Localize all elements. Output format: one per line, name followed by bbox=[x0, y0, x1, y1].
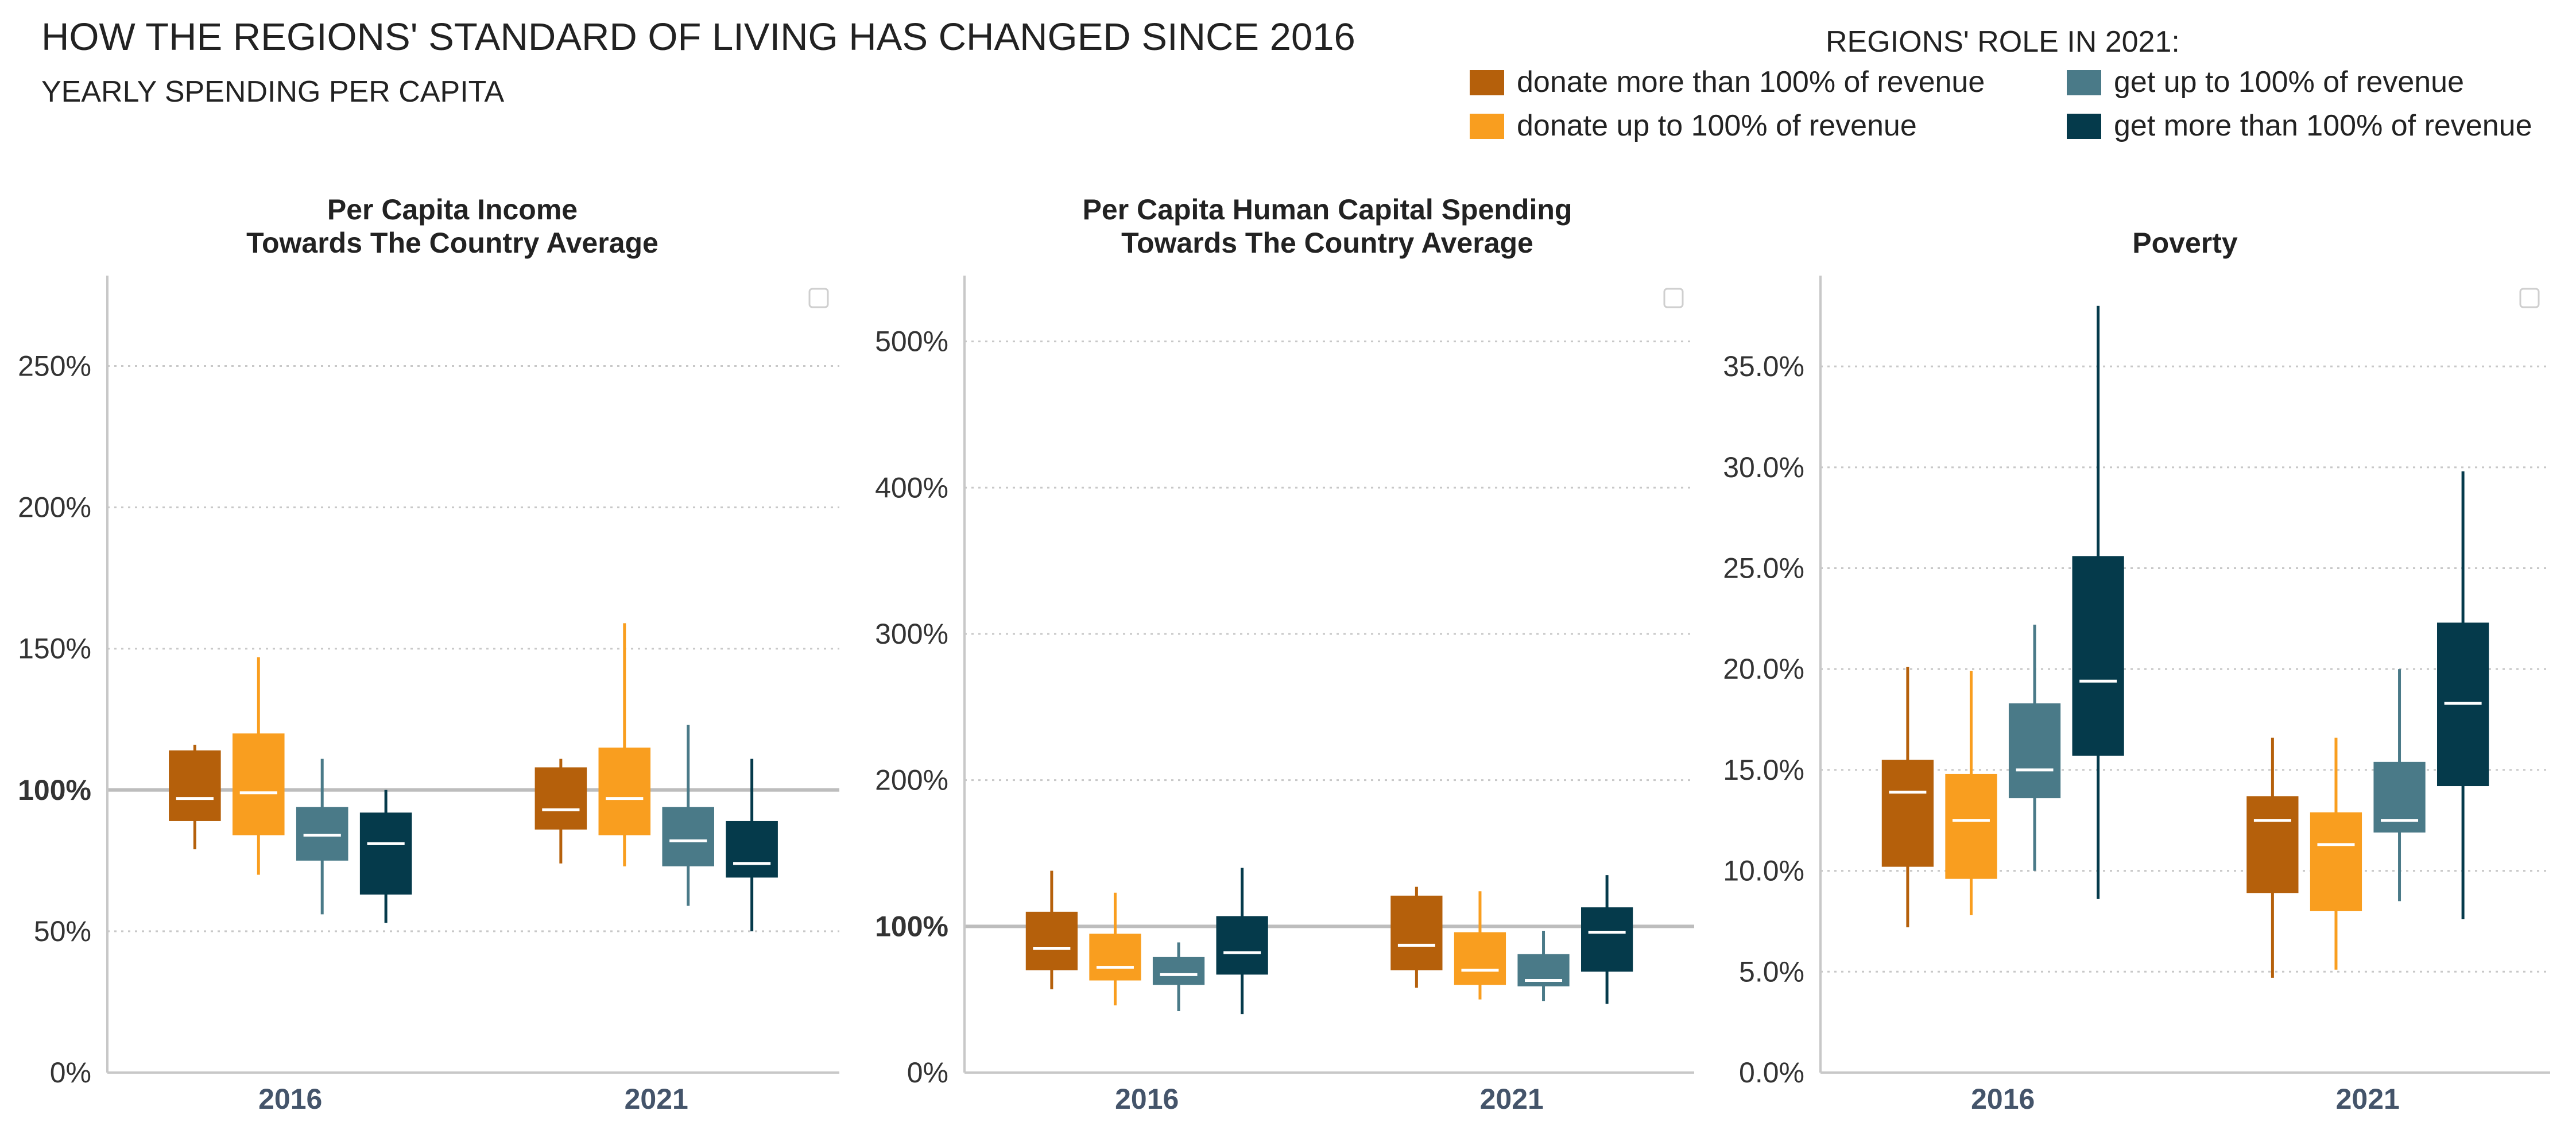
box-body bbox=[1089, 934, 1141, 981]
box-plot-mark bbox=[296, 759, 348, 915]
x-tick-label: 2016 bbox=[1115, 1083, 1179, 1115]
legend: donate more than 100% of revenue donate u… bbox=[1470, 65, 2532, 142]
panel-title: Towards The Country Average bbox=[246, 227, 658, 259]
box-body bbox=[359, 812, 412, 895]
y-tick-label: 10.0% bbox=[1723, 855, 1804, 887]
box-body bbox=[1454, 932, 1506, 985]
box-plot-mark bbox=[2310, 737, 2362, 970]
y-tick-label: 30.0% bbox=[1723, 451, 1804, 483]
x-tick-label: 2016 bbox=[258, 1083, 322, 1115]
box-plot-mark bbox=[598, 623, 651, 866]
x-tick-label: 2021 bbox=[2336, 1083, 2400, 1115]
box-plot-mark bbox=[1945, 671, 1997, 915]
y-tick-label: 35.0% bbox=[1723, 350, 1804, 382]
legend-swatch bbox=[2067, 70, 2101, 95]
y-tick-label: 500% bbox=[875, 326, 948, 358]
box-body bbox=[726, 821, 778, 878]
box-plot-mark bbox=[2373, 669, 2426, 901]
y-tick-label: 100% bbox=[875, 910, 948, 942]
y-tick-label: 200% bbox=[18, 492, 91, 524]
box-plot-mark bbox=[2246, 737, 2299, 978]
box-plot-mark bbox=[1390, 887, 1443, 988]
box-body bbox=[1216, 916, 1268, 975]
box-plot-mark bbox=[2436, 471, 2489, 919]
box-plot-mark bbox=[1517, 930, 1570, 1001]
legend-label: get up to 100% of revenue bbox=[2114, 65, 2464, 99]
box-plot-mark bbox=[1454, 891, 1506, 1000]
chart-panel: Poverty 0.0% 5.0% 10.0% 15.0% 20.0% 25.0% 30.0%… bbox=[1723, 227, 2550, 1115]
box-body bbox=[2373, 761, 2426, 833]
box-body bbox=[1152, 957, 1205, 985]
panel-title: Towards The Country Average bbox=[1121, 227, 1533, 259]
box-plot-mark bbox=[169, 745, 221, 850]
box-plot-mark bbox=[233, 657, 285, 875]
legend-title: REGIONS' ROLE IN 2021: bbox=[1826, 25, 2180, 59]
y-tick-label: 15.0% bbox=[1723, 754, 1804, 786]
legend-swatch bbox=[1470, 70, 1504, 95]
box-body bbox=[1945, 773, 1997, 879]
box-body bbox=[662, 807, 714, 866]
legend-label: donate up to 100% of revenue bbox=[1517, 109, 1917, 142]
panel-legend-box bbox=[808, 288, 829, 308]
box-plot-mark bbox=[1581, 875, 1633, 1004]
y-tick-label: 25.0% bbox=[1723, 552, 1804, 585]
box-body bbox=[534, 767, 587, 830]
box-body bbox=[2072, 556, 2124, 756]
box-plot-mark bbox=[1089, 892, 1141, 1005]
y-tick-label: 0.0% bbox=[1739, 1057, 1804, 1089]
y-tick-label: 300% bbox=[875, 618, 948, 650]
panel-legend-box bbox=[2519, 288, 2540, 308]
box-plot-mark bbox=[2072, 305, 2124, 899]
y-tick-label: 400% bbox=[875, 471, 948, 504]
y-tick-label: 20.0% bbox=[1723, 653, 1804, 685]
legend-label: get more than 100% of revenue bbox=[2114, 109, 2532, 142]
box-body bbox=[233, 733, 285, 835]
box-plot-mark bbox=[1881, 667, 1934, 927]
legend-swatch bbox=[2067, 114, 2101, 139]
y-tick-label: 200% bbox=[875, 764, 948, 796]
box-plot-mark bbox=[1152, 942, 1205, 1012]
box-plot-mark bbox=[1025, 870, 1078, 989]
figure-title: HOW THE REGIONS' STANDARD OF LIVING HAS … bbox=[41, 16, 1355, 59]
box-body bbox=[1025, 911, 1078, 970]
box-body bbox=[1390, 895, 1443, 970]
figure-subtitle: YEARLY SPENDING PER CAPITA bbox=[41, 75, 505, 109]
box-body bbox=[2310, 812, 2362, 911]
panel-title: Per Capita Income bbox=[327, 194, 578, 226]
box-body bbox=[169, 750, 221, 821]
box-body bbox=[2008, 703, 2061, 799]
box-plot-mark bbox=[726, 759, 778, 931]
y-tick-label: 250% bbox=[18, 350, 91, 382]
box-plot-mark bbox=[359, 790, 412, 923]
y-tick-label: 50% bbox=[34, 915, 91, 947]
box-body bbox=[598, 747, 651, 835]
chart-panel: Per Capita Human Capital SpendingTowards… bbox=[875, 194, 1694, 1115]
y-tick-label: 100% bbox=[18, 774, 91, 806]
panel-title: Poverty bbox=[2132, 227, 2238, 259]
y-tick-label: 150% bbox=[18, 633, 91, 665]
y-tick-label: 0% bbox=[50, 1057, 91, 1089]
x-tick-label: 2021 bbox=[625, 1083, 688, 1115]
box-plot-mark bbox=[2008, 624, 2061, 871]
box-body bbox=[2246, 796, 2299, 893]
box-plot-mark bbox=[534, 759, 587, 864]
y-tick-label: 0% bbox=[907, 1057, 948, 1089]
panel-legend-box bbox=[1663, 288, 1684, 308]
y-tick-label: 5.0% bbox=[1739, 955, 1804, 988]
x-tick-label: 2021 bbox=[1480, 1083, 1544, 1115]
legend-label: donate more than 100% of revenue bbox=[1517, 65, 1985, 99]
panel-title: Per Capita Human Capital Spending bbox=[1083, 194, 1572, 226]
box-body bbox=[1581, 907, 1633, 972]
box-plot-mark bbox=[1216, 868, 1268, 1015]
box-plot-mark bbox=[662, 725, 714, 906]
legend-swatch bbox=[1470, 114, 1504, 139]
x-tick-label: 2016 bbox=[1971, 1083, 2035, 1115]
box-body bbox=[1881, 760, 1934, 867]
